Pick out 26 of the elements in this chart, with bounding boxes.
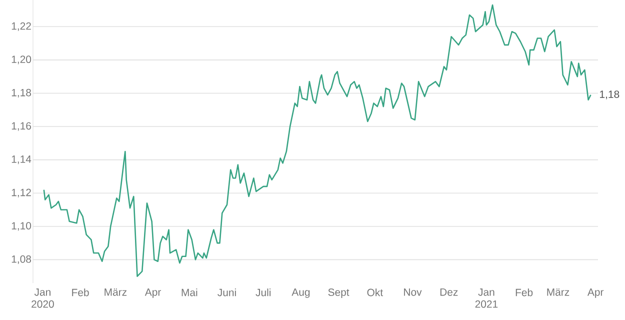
x-tick-label: Juli — [256, 288, 271, 296]
y-tick-label: 1,16 — [12, 122, 32, 131]
x-tick-label: Mai — [182, 288, 198, 296]
x-tick-label: Aug — [292, 288, 310, 298]
x-tick-label: Jan 2021 — [475, 288, 498, 308]
x-tick-label: März — [547, 288, 570, 296]
x-tick-label: Apr — [144, 288, 161, 298]
y-tick-label: 1,20 — [12, 56, 32, 64]
x-tick-label: Sept — [328, 288, 350, 298]
y-tick-label: 1,18 — [12, 88, 32, 98]
y-tick-label: 1,22 — [12, 22, 31, 31]
x-tick-label: Okt — [367, 288, 383, 296]
annotation: 1,18 — [600, 90, 620, 100]
x-tick-label: Dez — [440, 288, 458, 296]
x-tick-label: Jan 2020 — [32, 288, 54, 308]
line-series — [43, 4, 592, 277]
y-tick-label: 1,10 — [12, 222, 32, 231]
y-tick-label: 1,14 — [12, 156, 32, 164]
x-tick-label: Nov — [404, 288, 422, 296]
x-tick-label: Apr — [587, 288, 604, 298]
x-tick-label: März — [104, 288, 127, 296]
x-tick-label: Juni — [218, 288, 236, 296]
y-tick-label: 1,12 — [12, 188, 31, 198]
y-tick-label: 1,08 — [12, 255, 32, 264]
x-tick-label: Feb — [72, 288, 89, 296]
x-tick-label: Feb — [516, 288, 533, 296]
